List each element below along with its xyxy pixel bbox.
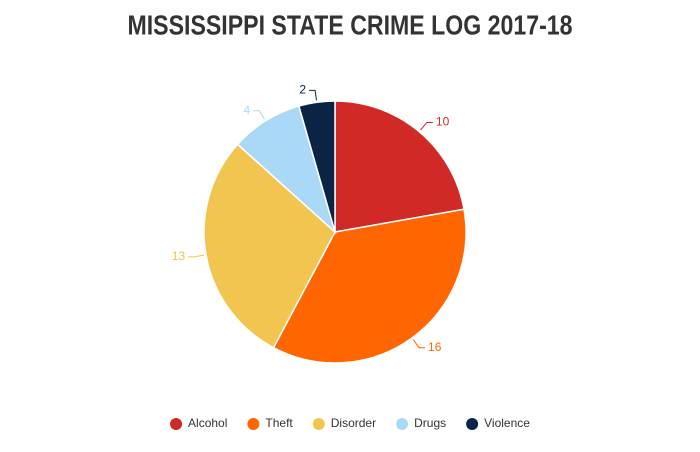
leader-line <box>188 254 205 258</box>
data-label: 4 <box>244 103 251 117</box>
legend-marker <box>312 418 325 430</box>
leader-line <box>420 121 433 131</box>
pie-slice <box>297 100 336 233</box>
pie-slice <box>203 143 336 349</box>
leader-line <box>253 110 265 120</box>
legend-marker <box>396 418 409 430</box>
legend: Alcohol Theft Disorder Drugs Violence <box>170 416 530 430</box>
leader-line <box>412 339 426 349</box>
data-label: 2 <box>299 83 306 97</box>
data-label: 10 <box>436 115 450 129</box>
legend-marker <box>466 418 479 430</box>
data-label: 16 <box>428 340 442 354</box>
legend-marker <box>170 418 183 430</box>
pie-slice <box>334 100 465 233</box>
pie-slice <box>272 208 467 364</box>
legend-label: Theft <box>265 416 293 430</box>
leader-line <box>309 89 317 101</box>
legend-label: Violence <box>484 416 530 430</box>
legend-label: Disorder <box>331 416 376 430</box>
legend-label: Drugs <box>414 416 446 430</box>
legend-label: Alcohol <box>188 416 227 430</box>
legend-marker <box>247 418 260 430</box>
chart-title: MISSISSIPPI STATE CRIME LOG 2017-18 <box>128 9 573 40</box>
data-label: 13 <box>172 249 186 263</box>
